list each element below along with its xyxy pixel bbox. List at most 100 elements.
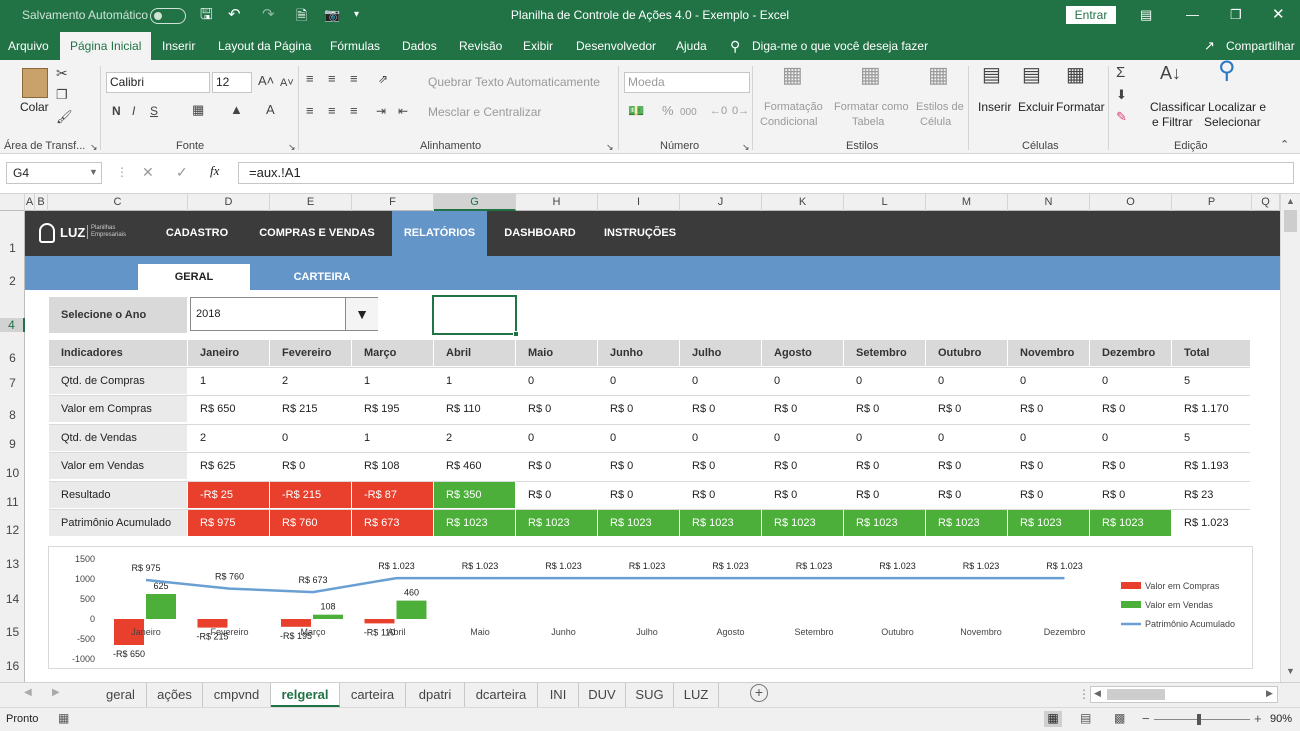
wrap-text-button[interactable]: Quebrar Texto Automaticamente: [428, 75, 600, 89]
tab-inserir[interactable]: Inserir: [162, 39, 196, 53]
col-header[interactable]: E: [270, 194, 352, 211]
table-cell[interactable]: -R$ 215: [270, 482, 351, 508]
increase-decimal-icon[interactable]: ←0: [710, 105, 728, 117]
table-cell[interactable]: 0: [1102, 432, 1109, 444]
col-header[interactable]: P: [1172, 194, 1252, 211]
table-cell[interactable]: 2: [282, 375, 289, 387]
autosum-icon[interactable]: Σ: [1116, 64, 1126, 81]
format-table-label2[interactable]: Tabela: [852, 116, 885, 128]
table-header-cell[interactable]: Maio: [516, 340, 597, 366]
table-cell[interactable]: R$ 625: [200, 460, 236, 472]
name-box-dropdown-icon[interactable]: ▼: [89, 167, 98, 177]
delete-cells-button[interactable]: Excluir: [1018, 100, 1055, 114]
table-cell[interactable]: R$ 0: [692, 460, 716, 472]
table-cell[interactable]: 0: [1020, 375, 1027, 387]
clipboard-launcher-icon[interactable]: ↘: [90, 142, 98, 152]
nav-compras-vendas[interactable]: COMPRAS E VENDAS: [259, 227, 375, 239]
sort-filter-label1[interactable]: Classificar: [1150, 100, 1206, 114]
minimize-icon[interactable]: —: [1186, 7, 1199, 22]
clear-icon[interactable]: ✎: [1116, 109, 1127, 124]
table-cell[interactable]: 2: [200, 432, 207, 444]
table-row-label[interactable]: Valor em Compras: [49, 396, 187, 422]
table-header-cell[interactable]: Fevereiro: [270, 340, 351, 366]
format-painter-icon[interactable]: 🖌: [56, 109, 73, 124]
underline-button[interactable]: S: [150, 104, 159, 118]
year-select[interactable]: 2018 ▼: [190, 297, 378, 331]
tab-ajuda[interactable]: Ajuda: [676, 39, 707, 53]
align-left-icon[interactable]: ≡: [306, 103, 314, 118]
align-right-icon[interactable]: ≡: [350, 103, 358, 118]
table-header-cell[interactable]: Outubro: [926, 340, 1007, 366]
table-header-cell[interactable]: Junho: [598, 340, 679, 366]
cell-styles-label2[interactable]: Célula: [920, 116, 952, 128]
table-row-label[interactable]: Patrimônio Acumulado: [49, 510, 187, 536]
col-header[interactable]: G: [434, 194, 516, 211]
name-box[interactable]: G4: [6, 162, 102, 184]
table-cell[interactable]: R$ 1.023: [1184, 517, 1229, 529]
row-header[interactable]: 10: [5, 466, 20, 480]
table-cell[interactable]: R$ 0: [610, 460, 634, 472]
find-select-label1[interactable]: Localizar e: [1208, 100, 1267, 114]
col-header[interactable]: M: [926, 194, 1008, 211]
tab-arquivo[interactable]: Arquivo: [8, 39, 49, 53]
delete-cells-icon[interactable]: ▤: [1022, 64, 1041, 86]
page-layout-view-icon[interactable]: ▤: [1080, 711, 1092, 725]
table-header-cell[interactable]: Abril: [434, 340, 515, 366]
row-header[interactable]: 2: [9, 274, 16, 288]
tab-revisao[interactable]: Revisão: [459, 39, 503, 53]
col-header[interactable]: L: [844, 194, 926, 211]
outdent-icon[interactable]: ⇤: [398, 104, 409, 118]
table-cell[interactable]: 0: [856, 375, 863, 387]
number-launcher-icon[interactable]: ↘: [742, 142, 750, 152]
table-cell[interactable]: 1: [364, 432, 371, 444]
table-header-cell[interactable]: Março: [352, 340, 433, 366]
row-header[interactable]: 12: [5, 523, 20, 537]
table-header-cell[interactable]: Novembro: [1008, 340, 1089, 366]
number-format-combo[interactable]: Moeda: [624, 72, 750, 93]
conditional-format-icon[interactable]: ▦: [782, 62, 803, 87]
table-cell[interactable]: R$ 215: [282, 403, 318, 415]
sheet-tab[interactable]: INI: [538, 683, 579, 707]
table-cell[interactable]: R$ 195: [364, 403, 400, 415]
add-sheet-icon[interactable]: +: [750, 684, 768, 702]
sort-filter-label2[interactable]: e Filtrar: [1152, 115, 1193, 129]
tab-desenvolvedor[interactable]: Desenvolvedor: [576, 39, 657, 53]
table-row-label[interactable]: Valor em Vendas: [49, 453, 187, 479]
table-cell[interactable]: R$ 0: [528, 489, 552, 501]
align-center-icon[interactable]: ≡: [328, 103, 336, 118]
table-cell[interactable]: R$ 0: [1102, 489, 1126, 501]
table-cell[interactable]: -R$ 87: [352, 482, 433, 508]
grow-font-icon[interactable]: A˄: [258, 73, 275, 88]
hscroll-left-icon[interactable]: ◀: [1094, 688, 1101, 698]
table-row-label[interactable]: Resultado: [49, 482, 187, 508]
format-cells-button[interactable]: Formatar: [1056, 100, 1105, 114]
nav-relatorios[interactable]: RELATÓRIOS: [392, 211, 487, 256]
alignment-launcher-icon[interactable]: ↘: [606, 142, 614, 152]
table-cell[interactable]: R$ 1023: [762, 510, 843, 536]
zoom-level[interactable]: 90%: [1270, 713, 1293, 725]
table-cell[interactable]: R$ 0: [1020, 489, 1044, 501]
col-header[interactable]: A: [25, 194, 35, 211]
camera-icon[interactable]: 📷: [324, 7, 341, 22]
fill-icon[interactable]: ⬇: [1116, 87, 1127, 102]
cell-styles-icon[interactable]: ▦: [928, 62, 949, 87]
align-bottom-icon[interactable]: ≡: [350, 71, 358, 86]
sheet-tab[interactable]: relgeral: [271, 683, 340, 707]
hscroll-thumb[interactable]: [1107, 689, 1165, 700]
table-cell[interactable]: R$ 0: [774, 489, 798, 501]
table-cell[interactable]: 5: [1184, 375, 1191, 387]
table-cell[interactable]: 0: [774, 432, 781, 444]
sheet-tab[interactable]: DUV: [579, 683, 626, 707]
table-cell[interactable]: 0: [1020, 432, 1027, 444]
page-break-view-icon[interactable]: ▩: [1114, 711, 1126, 725]
table-cell[interactable]: R$ 350: [434, 482, 515, 508]
align-middle-icon[interactable]: ≡: [328, 71, 336, 86]
horizontal-scrollbar[interactable]: ◀ ▶: [1090, 686, 1278, 703]
table-cell[interactable]: R$ 0: [610, 489, 634, 501]
scroll-thumb[interactable]: [1284, 210, 1297, 232]
thousands-button[interactable]: 000: [680, 107, 697, 118]
bold-button[interactable]: N: [112, 104, 121, 118]
zoom-in-icon[interactable]: +: [1254, 711, 1262, 726]
insert-cells-icon[interactable]: ▤: [982, 64, 1001, 86]
year-dropdown-icon[interactable]: ▼: [345, 298, 378, 330]
